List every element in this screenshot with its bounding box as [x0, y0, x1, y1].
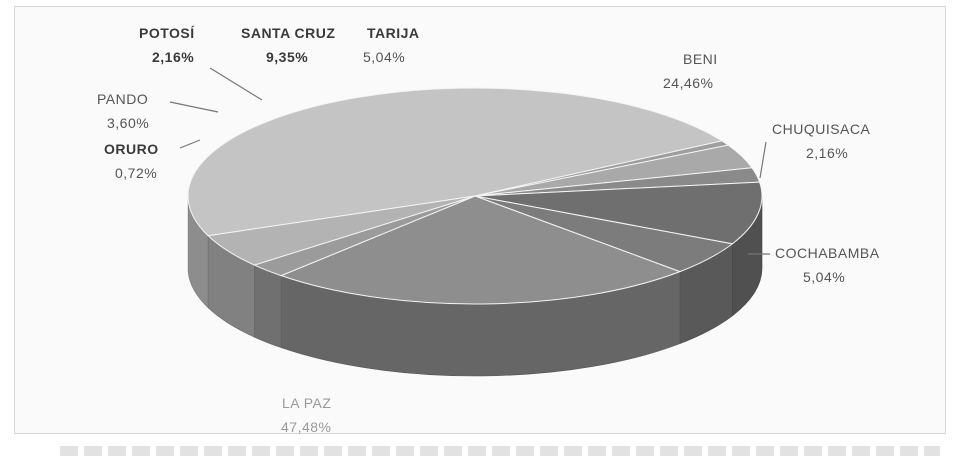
source-footnote [60, 446, 940, 456]
leader-pando [169, 101, 219, 113]
label-beni-name: BENI [683, 51, 718, 67]
leader-potosi [209, 67, 263, 101]
label-santa-cruz-value: 9,35% [266, 49, 308, 65]
label-tarija-value: 5,04% [363, 49, 405, 65]
label-santa-cruz-name: SANTA CRUZ [241, 25, 335, 41]
leader-chuquisaca [759, 141, 767, 179]
label-pando-value: 3,60% [107, 115, 149, 131]
label-potosi-value: 2,16% [152, 49, 194, 65]
pie-slice-beni [279, 195, 682, 305]
pie-side-chuquisaca [254, 264, 282, 349]
leader-oruro [179, 139, 201, 149]
pie-top-layer [187, 87, 763, 305]
label-oruro-value: 0,72% [115, 165, 157, 181]
pie-side-layer [187, 196, 763, 377]
label-cochabamba-value: 5,04% [803, 269, 845, 285]
label-la-paz-name: LA PAZ [282, 395, 331, 411]
label-oruro-name: ORURO [104, 141, 159, 157]
label-beni-value: 24,46% [663, 75, 713, 91]
label-potosi-name: POTOSÍ [139, 25, 195, 41]
pie-slice-la-paz [187, 87, 724, 237]
label-tarija-name: TARIJA [367, 25, 420, 41]
pie-slice-santa-cruz [474, 181, 763, 245]
label-pando-name: PANDO [97, 91, 148, 107]
label-chuquisaca-name: CHUQUISACA [772, 121, 871, 137]
pie-slice-cochabamba [207, 195, 476, 266]
label-cochabamba-name: COCHABAMBA [775, 245, 880, 261]
label-la-paz-value: 47,48% [281, 419, 331, 435]
label-chuquisaca-value: 2,16% [806, 145, 848, 161]
